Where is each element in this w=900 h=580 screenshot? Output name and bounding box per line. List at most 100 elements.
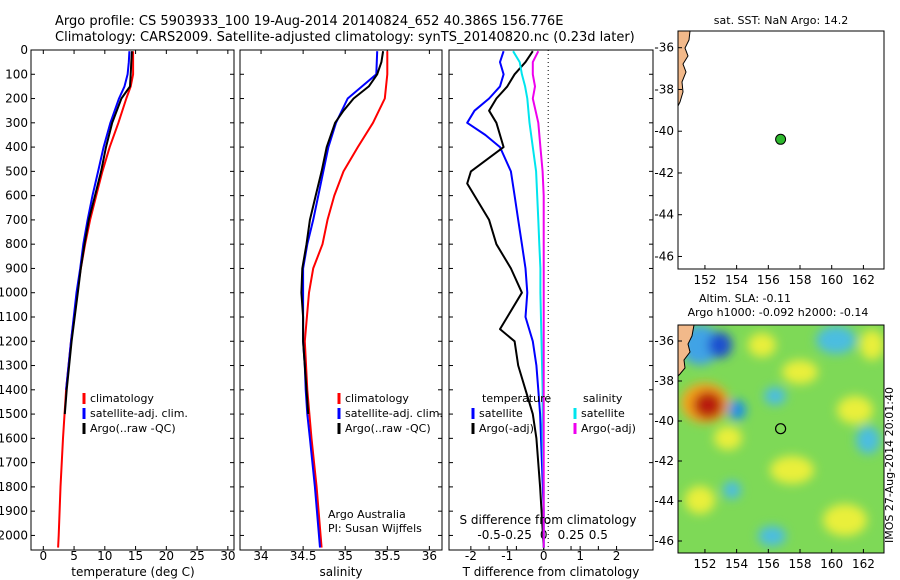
lat-tick-label: -36 — [654, 41, 674, 55]
y-tick-label: 1400 — [0, 383, 28, 397]
lon-tick-label: 156 — [757, 557, 780, 571]
credit-line-1: Argo Australia — [328, 508, 406, 521]
x-tick-label: 34 — [253, 549, 268, 563]
lat-tick-label: -36 — [654, 334, 674, 348]
y-tick-label: 600 — [5, 189, 28, 203]
lat-tick-label: -38 — [654, 374, 674, 388]
lon-tick-label: 154 — [725, 273, 748, 287]
sla-map-title-2: Argo h1000: -0.092 h2000: -0.14 — [688, 306, 869, 319]
depth-axis-ticks: 0 100 200 300 400 500 600 700 800 900 1000 1100 1200… — [0, 43, 234, 542]
credit-line-2: PI: Susan Wijffels — [328, 522, 422, 535]
legend-label: Argo(-adj) — [479, 422, 534, 435]
y-tick-label: 1300 — [0, 359, 28, 373]
y-tick-label: 1800 — [0, 480, 28, 494]
lat-tick-label: -44 — [654, 494, 674, 508]
x-tick-label: 1 — [576, 549, 584, 563]
difference-line — [512, 50, 545, 548]
x-tick-label: 2 — [613, 549, 621, 563]
legend-label: climatology — [90, 392, 154, 405]
difference-line — [466, 50, 545, 548]
s-difference-label: S difference from climatology — [460, 513, 637, 527]
difference-depth-ticks — [449, 49, 653, 536]
legend-label: Argo(-adj) — [581, 422, 636, 435]
sla-map-lat-ticks: -36 -38 -40 -42 -44 -46 — [654, 334, 682, 548]
sla-feature — [728, 400, 746, 420]
lat-tick-label: -44 — [654, 208, 674, 222]
lon-tick-label: 160 — [820, 273, 843, 287]
y-tick-label: 900 — [5, 261, 28, 275]
sla-feature — [770, 456, 814, 484]
sla-feature — [782, 360, 818, 384]
lon-tick-label: 158 — [789, 557, 812, 571]
temperature-axis-ticks: 0 5 10 15 20 25 30 — [39, 50, 235, 563]
temperature-legend: climatology satellite-adj. clim. Argo(..ra… — [82, 392, 188, 435]
difference-line — [466, 50, 545, 548]
title-line-1: Argo profile: CS 5903933_100 19-Aug-2014… — [55, 14, 563, 29]
lat-tick-label: -46 — [654, 534, 674, 548]
sst-map-lat-ticks: -36 -38 -40 -42 -44 -46 — [654, 41, 682, 263]
difference-panel: -2 -1 0 1 2 -0.5 -0.25 0 0.25 0.5 S difference f… — [448, 49, 654, 579]
difference-legend: temperature salinity satellite Argo(-adj) sa… — [471, 392, 636, 435]
lat-tick-label: -42 — [654, 454, 674, 468]
x-tick-label: 34.5 — [290, 549, 317, 563]
legend-label: Argo(..raw -QC) — [345, 422, 431, 435]
y-tick-label: 100 — [5, 67, 28, 81]
legend-label: satellite-adj. clim. — [345, 407, 443, 420]
argo-float-marker-sla — [774, 423, 787, 435]
sla-feature — [758, 526, 786, 546]
sla-map-frame — [677, 324, 885, 554]
sla-feature — [860, 330, 884, 360]
t-difference-axis-ticks: -2 -1 0 1 2 — [465, 546, 621, 563]
y-tick-label: 0 — [20, 43, 28, 57]
sla-feature — [723, 481, 741, 499]
y-tick-label: 1600 — [0, 431, 28, 445]
y-tick-label: 1100 — [0, 310, 28, 324]
y-tick-label: 2000 — [0, 528, 28, 542]
sst-map-coastline — [677, 30, 691, 107]
legend-title-salinity: salinity — [583, 392, 623, 405]
y-tick-label: 1500 — [0, 407, 28, 421]
lat-tick-label: -42 — [654, 166, 674, 180]
lon-tick-label: 160 — [820, 557, 843, 571]
x2-tick-label: -0.25 — [501, 528, 532, 542]
sla-feature — [816, 326, 856, 354]
x2-tick-label: 0.5 — [589, 528, 608, 542]
difference-profiles — [466, 50, 545, 548]
sla-feature — [748, 333, 776, 357]
legend-label: satellite — [479, 407, 523, 420]
x-tick-label: 35.5 — [374, 549, 401, 563]
difference-line — [531, 50, 545, 548]
x-tick-label: 0 — [39, 549, 47, 563]
x-tick-label: 15 — [128, 549, 143, 563]
sla-feature — [708, 332, 732, 358]
x-tick-label: 10 — [97, 549, 112, 563]
salinity-legend: climatology satellite-adj. clim. Argo(..ra… — [337, 392, 443, 435]
x-tick-label: 36 — [422, 549, 437, 563]
sla-feature — [823, 504, 867, 536]
y-tick-label: 200 — [5, 92, 28, 106]
lon-tick-label: 154 — [725, 557, 748, 571]
x-tick-label: 30 — [220, 549, 235, 563]
salinity-profiles — [300, 51, 389, 548]
sla-map-panel: Altim. SLA: -0.11 Argo h1000: -0.092 h20… — [654, 292, 896, 571]
profile-line — [303, 51, 389, 548]
lon-tick-label: 158 — [789, 273, 812, 287]
salinity-plot-frame — [239, 49, 443, 551]
y-tick-label: 1700 — [0, 456, 28, 470]
x2-tick-label: -0.5 — [477, 528, 500, 542]
sla-map-lon-ticks: 152 154 156 158 160 162 — [693, 549, 875, 571]
legend-label: Argo(..raw -QC) — [90, 422, 176, 435]
x-tick-label: -1 — [501, 549, 513, 563]
x-tick-label: 0 — [540, 549, 548, 563]
lat-tick-label: -40 — [654, 124, 674, 138]
salinity-xlabel: salinity — [319, 565, 362, 579]
y-tick-label: 800 — [5, 237, 28, 251]
sst-map-panel: sat. SST: NaN Argo: 14.2 152 154 156 158 160… — [654, 14, 885, 287]
sla-feature — [685, 486, 715, 514]
argo-float-marker — [775, 133, 787, 145]
x-tick-label: 35 — [338, 549, 353, 563]
legend-label: satellite — [581, 407, 625, 420]
difference-plot-frame — [448, 49, 654, 551]
lon-tick-label: 162 — [852, 273, 875, 287]
